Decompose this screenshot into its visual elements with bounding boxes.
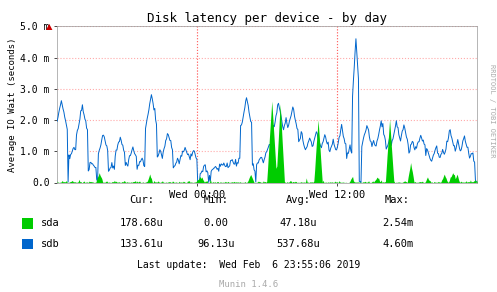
Text: 47.18u: 47.18u <box>279 218 317 228</box>
Title: Disk latency per device - by day: Disk latency per device - by day <box>147 12 387 25</box>
Text: Munin 1.4.6: Munin 1.4.6 <box>219 280 278 289</box>
Text: Max:: Max: <box>385 195 410 205</box>
Text: Min:: Min: <box>204 195 229 205</box>
Text: 537.68u: 537.68u <box>276 239 320 249</box>
Text: 0.00: 0.00 <box>204 218 229 228</box>
Text: sdb: sdb <box>41 239 60 249</box>
Text: 133.61u: 133.61u <box>120 239 164 249</box>
Text: sda: sda <box>41 218 60 228</box>
Text: 2.54m: 2.54m <box>382 218 413 228</box>
Y-axis label: Average IO Wait (seconds): Average IO Wait (seconds) <box>8 37 17 172</box>
Text: 96.13u: 96.13u <box>197 239 235 249</box>
Text: 178.68u: 178.68u <box>120 218 164 228</box>
Text: ▲: ▲ <box>46 22 53 31</box>
Text: Cur:: Cur: <box>129 195 154 205</box>
Text: RRDTOOL / TOBI OETIKER: RRDTOOL / TOBI OETIKER <box>489 64 495 158</box>
Text: Last update:  Wed Feb  6 23:55:06 2019: Last update: Wed Feb 6 23:55:06 2019 <box>137 260 360 270</box>
Text: Avg:: Avg: <box>286 195 311 205</box>
Text: 4.60m: 4.60m <box>382 239 413 249</box>
